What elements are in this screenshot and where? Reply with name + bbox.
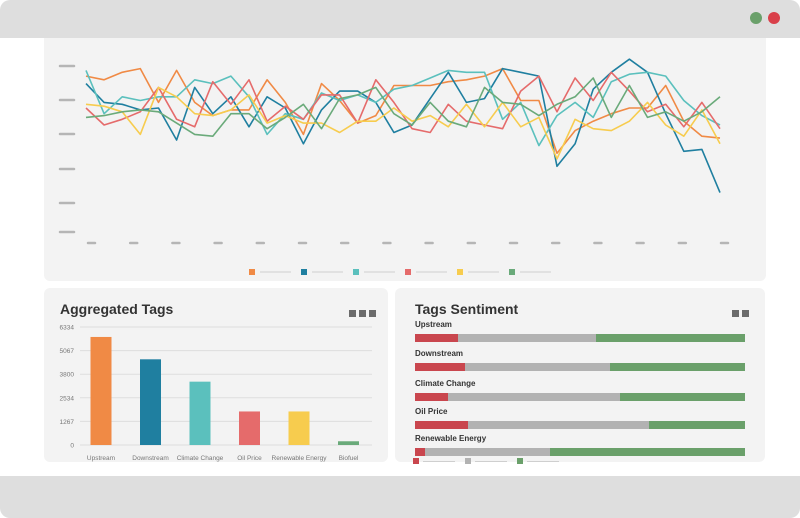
sentiment-segment-negative (415, 334, 458, 342)
menu-square-icon (369, 310, 376, 317)
sentiment-segment-neutral (467, 421, 650, 429)
series-line-upstream[interactable] (85, 67, 721, 154)
sentiment-row: Downstream (415, 349, 747, 371)
sentiment-stacked-bar[interactable] (415, 334, 745, 342)
x-tick-label: Oil Price (237, 455, 262, 462)
series-line-renewable-energy[interactable] (85, 86, 721, 160)
sentiment-legend-positive (517, 458, 559, 464)
sentiment-segment-negative (415, 363, 465, 371)
menu-square-icon (742, 310, 749, 317)
x-tick-label: Biofuel (339, 455, 359, 462)
legend-swatch-climate-change (353, 269, 359, 275)
bar-oil-price[interactable] (239, 411, 260, 445)
sentiment-segment-negative (415, 393, 448, 401)
menu-square-icon (732, 310, 739, 317)
legend-label-placeholder (475, 460, 507, 462)
legend-label-placeholder (527, 460, 559, 462)
aggregated-tags-bar-chart: 6334 5067 3800 2534 1267 0 Upstream Downstream… (60, 325, 372, 462)
menu-square-icon (359, 310, 366, 317)
sentiment-segment-positive (609, 363, 745, 371)
legend-label-placeholder (423, 460, 455, 462)
tags-sentiment-title: Tags Sentiment (415, 301, 519, 317)
sentiment-legend-neutral (465, 458, 507, 464)
legend-swatch-upstream (249, 269, 255, 275)
legend-swatch-downstream (301, 269, 307, 275)
sentiment-stacked-bar[interactable] (415, 393, 745, 401)
sentiment-segment-neutral (457, 334, 597, 342)
legend-swatch-oil-price (405, 269, 411, 275)
sentiment-row: Renewable Energy (415, 434, 747, 456)
legend-swatch-renewable-energy (457, 269, 463, 275)
maximize-button[interactable] (750, 12, 762, 24)
sentiment-segment-negative (415, 421, 468, 429)
y-tick-label: 1267 (60, 419, 75, 426)
sentiment-segment-neutral (464, 363, 610, 371)
sentiment-segment-negative (415, 448, 425, 456)
sentiment-segment-positive (619, 393, 745, 401)
y-tick-label: 5067 (60, 348, 75, 355)
y-tick-label: 6334 (60, 325, 75, 332)
browser-title-bar (0, 0, 800, 38)
sentiment-stacked-bar[interactable] (415, 448, 745, 456)
sentiment-row-label: Climate Change (415, 379, 476, 388)
legend-swatch (465, 458, 471, 464)
bar-downstream[interactable] (140, 359, 161, 445)
sentiment-row-label: Downstream (415, 349, 464, 358)
y-tick-label: 2534 (60, 395, 75, 402)
x-tick-label: Renewable Energy (272, 455, 328, 462)
close-button[interactable] (768, 12, 780, 24)
sentiment-row-label: Renewable Energy (415, 434, 487, 443)
bar-climate-change[interactable] (189, 381, 211, 445)
bar-renewable-energy[interactable] (288, 411, 310, 445)
x-tick-label: Upstream (87, 455, 115, 462)
sentiment-row-label: Oil Price (415, 407, 448, 416)
trend-line-chart-panel (44, 38, 766, 281)
menu-square-icon (349, 310, 356, 317)
sentiment-legend (413, 458, 559, 464)
sentiment-segment-positive (550, 448, 745, 456)
bar-biofuel[interactable] (338, 441, 359, 445)
legend-swatch (413, 458, 419, 464)
sentiment-row: Oil Price (415, 407, 747, 429)
browser-bottom-bar (0, 476, 800, 518)
trend-line-chart (58, 58, 730, 275)
panel-menu-icon[interactable] (349, 310, 376, 317)
panel-menu-icon[interactable] (732, 310, 749, 317)
series-line-biofuel[interactable] (85, 77, 721, 137)
sentiment-segment-positive (596, 334, 745, 342)
aggregated-tags-panel: Aggregated Tags 6334 5067 3800 2534 1267 0 Up… (44, 288, 388, 462)
sentiment-stacked-bar[interactable] (415, 363, 745, 371)
y-tick-label: 0 (70, 443, 74, 450)
legend-swatch-biofuel (509, 269, 515, 275)
sentiment-segment-positive (649, 421, 745, 429)
y-tick-label: 3800 (60, 372, 75, 379)
series-line-climate-change[interactable] (85, 69, 721, 147)
sentiment-row-label: Upstream (415, 320, 452, 329)
sentiment-legend-negative (413, 458, 455, 464)
x-tick-label: Climate Change (177, 455, 224, 462)
aggregated-tags-title: Aggregated Tags (60, 301, 174, 317)
sentiment-row: Climate Change (415, 379, 747, 401)
x-tick-label: Downstream (132, 455, 168, 462)
tags-sentiment-panel: Tags Sentiment Upstream Downstream Climate… (395, 288, 765, 464)
legend-swatch (517, 458, 523, 464)
sentiment-segment-neutral (424, 448, 551, 456)
series-line-downstream[interactable] (85, 58, 721, 193)
bar-upstream[interactable] (90, 336, 112, 445)
sentiment-row: Upstream (415, 320, 747, 342)
sentiment-stacked-bar[interactable] (415, 421, 745, 429)
sentiment-segment-neutral (448, 393, 620, 401)
